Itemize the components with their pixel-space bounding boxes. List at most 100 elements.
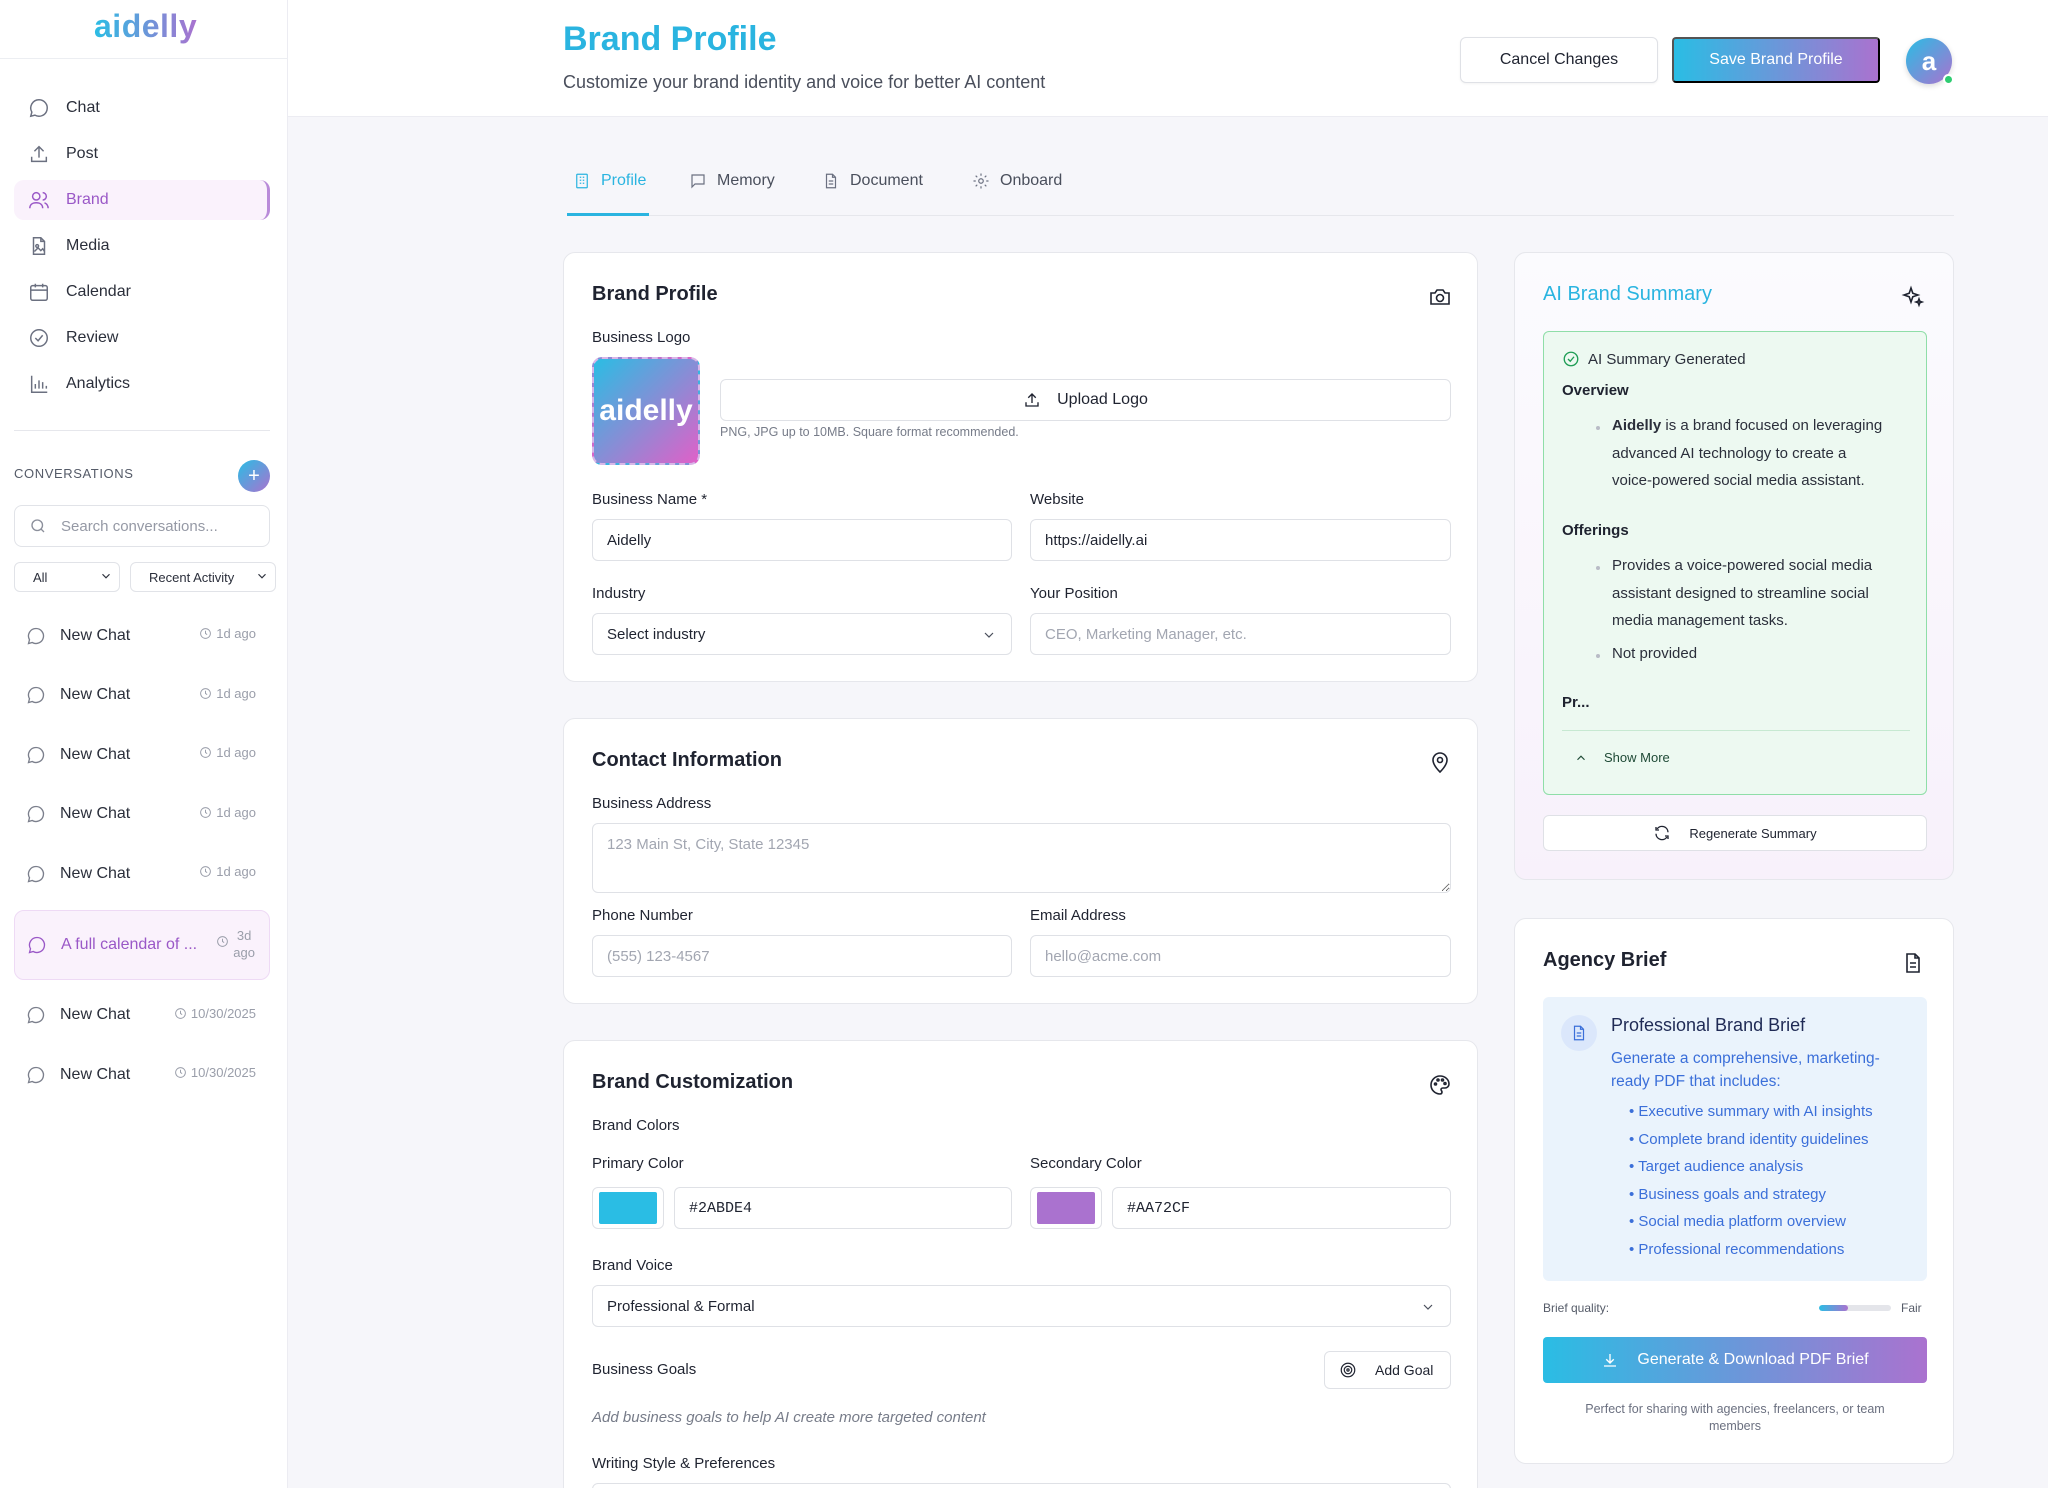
tab-profile[interactable]: Profile xyxy=(567,168,649,216)
upload-logo-button[interactable]: Upload Logo xyxy=(720,379,1451,421)
sidebar-item-media[interactable]: Media xyxy=(14,226,270,266)
conversation-time-text: 1d ago xyxy=(216,745,256,760)
secondary-color-swatch xyxy=(1037,1192,1095,1224)
media-file-icon xyxy=(32,237,46,255)
camera-icon xyxy=(1430,289,1450,305)
show-more-button[interactable]: Show More xyxy=(1574,750,1670,765)
app-logo[interactable]: aidelly xyxy=(94,8,198,44)
brief-description: Generate a comprehensive, marketing- rea… xyxy=(1611,1047,1880,1093)
sidebar-item-calendar[interactable]: Calendar xyxy=(14,272,270,312)
page-title: Brand Profile xyxy=(563,20,777,58)
brief-quality-fill xyxy=(1819,1305,1848,1311)
sidebar-item-review[interactable]: Review xyxy=(14,318,270,358)
brief-quality-label: Brief quality: xyxy=(1543,1301,1610,1315)
primary-color-input[interactable]: #2ABDE4 xyxy=(674,1187,1012,1229)
conversation-time-text: 1d ago xyxy=(216,626,256,641)
bar-chart-icon xyxy=(30,375,48,393)
check-circle-icon xyxy=(30,329,48,347)
conversation-filter-select[interactable]: All xyxy=(14,562,120,592)
filter-value: All xyxy=(33,569,48,585)
new-conversation-button[interactable]: + xyxy=(238,460,270,492)
business-logo-preview[interactable]: aidelly xyxy=(592,357,700,465)
brief-list-item: • Complete brand identity guidelines xyxy=(1629,1130,1869,1148)
primary-color-picker[interactable] xyxy=(592,1187,664,1229)
overview-line: voice-powered social media assistant. xyxy=(1612,472,1865,489)
conversation-title: New Chat xyxy=(60,864,131,882)
industry-select[interactable]: Select industry xyxy=(592,613,1012,655)
agency-brief-card: Agency Brief Professional Brand Brief Ge… xyxy=(1514,918,1954,1464)
industry-label: Industry xyxy=(592,585,646,602)
business-name-label: Business Name * xyxy=(592,491,708,508)
position-input[interactable]: CEO, Marketing Manager, etc. xyxy=(1030,613,1451,655)
secondary-color-input[interactable]: #AA72CF xyxy=(1112,1187,1451,1229)
brief-list-item: • Business goals and strategy xyxy=(1629,1185,1827,1203)
brand-voice-select[interactable]: Professional & Formal xyxy=(592,1285,1451,1327)
tab-memory[interactable]: Memory xyxy=(689,168,775,216)
brand-voice-value: Professional & Formal xyxy=(607,1297,755,1315)
primary-color-swatch xyxy=(599,1192,657,1224)
brief-quality-value: Fair xyxy=(1901,1301,1922,1315)
professional-brief-box: Professional Brand Brief Generate a comp… xyxy=(1543,997,1927,1281)
sidebar-item-post[interactable]: Post xyxy=(14,134,270,174)
ai-summary-content: AI Summary Generated Overview Aidelly is… xyxy=(1543,331,1927,795)
generate-pdf-brief-button[interactable]: Generate & Download PDF Brief xyxy=(1543,1337,1927,1383)
tab-onboard[interactable]: Onboard xyxy=(972,168,1062,216)
conversation-item[interactable]: New Chat 1d ago xyxy=(14,725,270,785)
regenerate-summary-button[interactable]: Regenerate Summary xyxy=(1543,815,1927,851)
clock-icon xyxy=(200,628,212,639)
chat-bubble-icon xyxy=(27,627,45,645)
conversation-time: 1d ago xyxy=(199,686,256,701)
secondary-color-label: Secondary Color xyxy=(1030,1155,1142,1172)
sparkles-icon xyxy=(1901,285,1925,308)
conversation-item[interactable]: New Chat 10/30/2025 xyxy=(14,1045,270,1105)
secondary-color-picker[interactable] xyxy=(1030,1187,1102,1229)
overview-line-rest: is a brand focused on leveraging xyxy=(1661,417,1883,434)
phone-label: Phone Number xyxy=(592,907,693,924)
conversation-time-text: 1d ago xyxy=(216,685,256,701)
online-status-dot xyxy=(1943,74,1954,85)
upload-icon xyxy=(1025,393,1039,407)
conversation-item[interactable]: New Chat 10/30/2025 xyxy=(14,986,270,1046)
business-name-input[interactable]: Aidelly xyxy=(592,519,1012,561)
document-icon xyxy=(825,173,837,189)
chat-bubble-icon xyxy=(27,1007,45,1024)
footnote-line: Perfect for sharing with agencies, freel… xyxy=(1585,1402,1885,1416)
tab-label: Document xyxy=(850,172,923,189)
conversation-item[interactable]: New Chat 1d ago xyxy=(14,666,270,726)
sidebar-item-analytics[interactable]: Analytics xyxy=(14,364,270,404)
email-input[interactable]: hello@acme.com xyxy=(1030,935,1451,977)
writing-style-input[interactable] xyxy=(592,1483,1451,1488)
sidebar-item-label: Review xyxy=(66,329,119,346)
search-placeholder: Search conversations... xyxy=(61,517,218,535)
sidebar-item-brand[interactable]: Brand xyxy=(14,180,270,220)
cancel-changes-button[interactable]: Cancel Changes xyxy=(1460,37,1658,83)
brief-footnote: Perfect for sharing with agencies, freel… xyxy=(1543,1401,1927,1435)
business-address-input[interactable] xyxy=(592,823,1451,893)
bullet xyxy=(1596,426,1600,430)
website-label: Website xyxy=(1030,491,1084,508)
website-input[interactable]: https://aidelly.ai xyxy=(1030,519,1451,561)
tab-document[interactable]: Document xyxy=(822,168,923,216)
search-icon xyxy=(31,519,45,533)
conversation-search-input[interactable]: Search conversations... xyxy=(14,505,270,547)
conversation-item[interactable]: New Chat 1d ago xyxy=(14,785,270,845)
add-goal-button[interactable]: Add Goal xyxy=(1324,1351,1451,1389)
conversation-item[interactable]: New Chat 1d ago xyxy=(14,844,270,904)
sidebar-nav: Chat Post Brand Media Calendar Review An… xyxy=(14,88,270,410)
conversations-header: CONVERSATIONS xyxy=(14,466,134,481)
sidebar-item-chat[interactable]: Chat xyxy=(14,88,270,128)
ai-brand-summary-card: AI Brand Summary AI Summary Generated Ov… xyxy=(1514,252,1954,880)
conversation-time: 1d ago xyxy=(199,805,256,820)
conversation-title: New Chat xyxy=(60,1065,131,1083)
conversation-item-active[interactable]: A full calendar of ... 3d ago xyxy=(14,909,270,980)
conversation-item[interactable]: New Chat 1d ago xyxy=(14,606,270,666)
conversation-list: New Chat 1d ago New Chat 1d ago New Chat… xyxy=(14,606,270,1105)
phone-input[interactable]: (555) 123-4567 xyxy=(592,935,1012,977)
conversation-sort-select[interactable]: Recent Activity xyxy=(130,562,276,592)
brand-profile-card: Brand Profile Business Logo aidelly Uplo… xyxy=(563,252,1478,682)
conversation-time-text: 3d ago xyxy=(233,927,255,961)
sidebar: aidelly Chat Post Brand Media Calendar R… xyxy=(0,0,288,1488)
save-brand-profile-button[interactable]: Save Brand Profile xyxy=(1672,37,1880,83)
brand-voice-label: Brand Voice xyxy=(592,1257,673,1274)
conversation-time: 1d ago xyxy=(199,626,256,641)
